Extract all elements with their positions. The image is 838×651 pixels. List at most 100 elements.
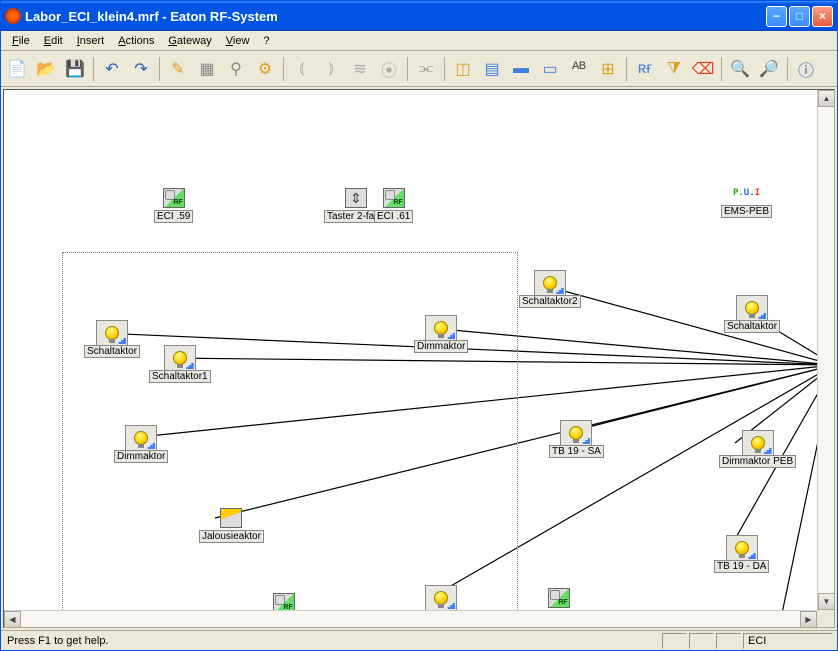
device-eci59[interactable]: RFECI .59 [154, 185, 193, 223]
save-file-button[interactable]: 💾 [61, 55, 89, 83]
taster-icon: ⇕ [340, 185, 372, 211]
device-dimmaktorhsf[interactable]: DimmaktorHSF [414, 585, 468, 610]
signal-4-icon: ⦿ [381, 57, 397, 81]
view-picture-button[interactable]: ▭ [536, 55, 564, 83]
bulb-icon [96, 320, 128, 346]
rf-toggle-icon: ʀғ [638, 60, 653, 78]
scroll-track-v[interactable] [818, 107, 834, 593]
menu-gateway[interactable]: Gateway [161, 33, 218, 49]
device-dimmaktor-left[interactable]: Dimmaktor [114, 425, 168, 463]
status-cell-2 [689, 633, 714, 649]
statusbar: Press F1 to get help. ECI [1, 630, 837, 650]
scroll-right-button[interactable]: ▶ [800, 611, 817, 628]
device-label: EMS-PEB [721, 205, 772, 218]
rf-toggle-button[interactable]: ʀғ [631, 55, 659, 83]
device-schaltaktor[interactable]: Schaltaktor [84, 320, 140, 358]
device-schaltaktor-r[interactable]: Schaltaktor [724, 295, 780, 333]
signal-4-button[interactable]: ⦿ [375, 55, 403, 83]
device-eci61[interactable]: RFECI .61 [374, 185, 413, 223]
device-schaltaktor1[interactable]: Schaltaktor1 [149, 345, 211, 383]
new-file-button[interactable]: 📄 [3, 55, 31, 83]
bulb-icon [742, 430, 774, 456]
device-label: Dimmaktor [414, 340, 468, 353]
close-button[interactable]: × [812, 6, 833, 27]
wand-button[interactable]: ⚲ [222, 55, 250, 83]
menu-insert[interactable]: Insert [70, 33, 112, 49]
rf-icon: RF [543, 585, 575, 610]
settings-gear-button[interactable]: ⚙ [251, 55, 279, 83]
toolbar: 📄 📂 💾 ↶ ↷ ✎ ▦ ⚲⚙ ⦅ ⦆≋ ⦿ ⫘ ◫ ▤▬ ▭ ᴬᴮ ⊞ ʀғ ⧩ ⌫ 🔍🔎 ⓘ [1, 51, 837, 87]
undo-button[interactable]: ↶ [98, 55, 126, 83]
signal-2-button[interactable]: ⦆ [317, 55, 345, 83]
view-1-button[interactable]: ◫ [449, 55, 477, 83]
scroll-track-h[interactable] [21, 611, 800, 627]
status-cell-eci: ECI [743, 633, 833, 649]
view-1-icon: ◫ [455, 59, 470, 79]
minimize-button[interactable]: − [766, 6, 787, 27]
view-picture-icon: ▭ [542, 59, 557, 79]
redo-icon: ↷ [134, 59, 147, 79]
status-cell-3 [716, 633, 741, 649]
scroll-corner [817, 610, 834, 627]
rf-icon: RF [378, 185, 410, 211]
diagram-canvas[interactable]: RFECI .59⇕Taster 2-fachRFECI .61P.U.IEMS… [4, 90, 817, 610]
app-icon [5, 8, 21, 24]
device-label: TB 19 - SA [549, 445, 604, 458]
zoom-in-button[interactable]: 🔍 [726, 55, 754, 83]
device-label: ECI .61 [374, 210, 413, 223]
redo-button[interactable]: ↷ [127, 55, 155, 83]
menu-view[interactable]: View [219, 33, 257, 49]
horizontal-scrollbar[interactable]: ◀ ▶ [4, 610, 817, 627]
rf-icon: RF [158, 185, 190, 211]
edit-pencil-icon: ✎ [171, 59, 184, 79]
view-3-button[interactable]: ▬ [507, 55, 535, 83]
view-2-button[interactable]: ▤ [478, 55, 506, 83]
delete-x-button[interactable]: ⌫ [689, 55, 717, 83]
view-layout-button[interactable]: ⊞ [594, 55, 622, 83]
device-eci63[interactable]: RFECI .63 [539, 585, 578, 610]
bulb-icon [425, 585, 457, 610]
filter-button[interactable]: ⧩ [660, 55, 688, 83]
signal-3-button[interactable]: ≋ [346, 55, 374, 83]
ems-icon: P.U.I [731, 180, 763, 206]
signal-1-button[interactable]: ⦅ [288, 55, 316, 83]
menu-edit[interactable]: Edit [37, 33, 70, 49]
edge-taster2fach-2 [780, 365, 817, 610]
view-abc-icon: ᴬᴮ [572, 60, 586, 78]
menu-help[interactable]: ? [256, 33, 276, 49]
device-dimmaktorpeb[interactable]: Dimmaktor PEB [719, 430, 796, 468]
scroll-up-button[interactable]: ▲ [818, 90, 835, 107]
device-schaltaktor2[interactable]: Schaltaktor2 [519, 270, 581, 308]
edit-pencil-button[interactable]: ✎ [164, 55, 192, 83]
device-emspeb[interactable]: P.U.IEMS-PEB [721, 180, 772, 218]
canvas-area: RFECI .59⇕Taster 2-fachRFECI .61P.U.IEMS… [3, 89, 835, 628]
rf-icon: RF [268, 590, 300, 610]
open-file-button[interactable]: 📂 [32, 55, 60, 83]
signal-1-icon: ⦅ [299, 60, 304, 78]
device-label: Jalousieaktor [199, 530, 264, 543]
maximize-button[interactable]: □ [789, 6, 810, 27]
menu-file[interactable]: File [5, 33, 37, 49]
view-abc-button[interactable]: ᴬᴮ [565, 55, 593, 83]
scroll-left-button[interactable]: ◀ [4, 611, 21, 628]
menu-actions[interactable]: Actions [111, 33, 161, 49]
device-label: Schaltaktor [724, 320, 780, 333]
info-button[interactable]: ⓘ [792, 55, 820, 83]
device-jalousieaktor[interactable]: Jalousieaktor [199, 505, 264, 543]
device-dimmaktor-top[interactable]: Dimmaktor [414, 315, 468, 353]
device-tb19da[interactable]: TB 19 - DA [714, 535, 769, 573]
scroll-down-button[interactable]: ▼ [818, 593, 835, 610]
save-file-icon: 💾 [65, 59, 85, 79]
grid-view-button[interactable]: ▦ [193, 55, 221, 83]
device-tb19sa[interactable]: TB 19 - SA [549, 420, 604, 458]
grid-view-icon: ▦ [199, 59, 214, 79]
open-file-icon: 📂 [36, 59, 56, 79]
device-eci69[interactable]: RFECI .69 [264, 590, 303, 610]
link-connect-button[interactable]: ⫘ [412, 55, 440, 83]
jalousie-icon [215, 505, 247, 531]
new-file-icon: 📄 [7, 59, 27, 79]
zoom-out-button[interactable]: 🔎 [755, 55, 783, 83]
filter-icon: ⧩ [667, 60, 681, 78]
vertical-scrollbar[interactable]: ▲ ▼ [817, 90, 834, 610]
bulb-icon [736, 295, 768, 321]
